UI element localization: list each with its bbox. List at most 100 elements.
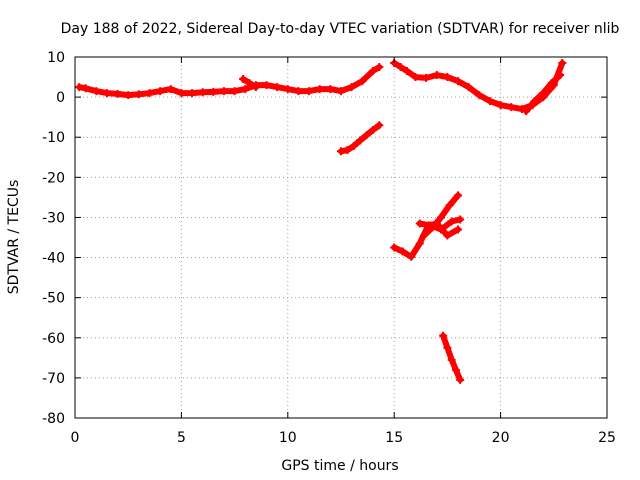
data-point xyxy=(475,91,484,100)
data-point xyxy=(496,101,505,110)
data-point xyxy=(451,365,460,374)
series-baseline-arc xyxy=(75,63,384,100)
series-arc-16-18h-high xyxy=(419,191,463,240)
data-point xyxy=(294,87,303,96)
series-arc-12-14h xyxy=(337,121,384,156)
data-point xyxy=(415,239,424,248)
data-point xyxy=(177,89,186,98)
data-point xyxy=(134,90,143,99)
data-point xyxy=(368,126,377,135)
data-point xyxy=(198,88,207,97)
data-point xyxy=(124,91,133,100)
data-point xyxy=(507,103,516,112)
data-point xyxy=(337,87,345,96)
data-point xyxy=(356,136,365,145)
y-tick-label: 0 xyxy=(56,90,65,106)
data-point xyxy=(375,63,384,72)
data-point xyxy=(485,97,494,106)
data-point xyxy=(432,71,441,80)
data-point xyxy=(283,85,292,94)
x-tick-label: 20 xyxy=(492,430,510,446)
data-point xyxy=(396,63,405,72)
data-point xyxy=(445,201,454,210)
data-point xyxy=(209,87,218,96)
data-point xyxy=(422,73,431,82)
data-point xyxy=(437,213,446,222)
data-point xyxy=(145,89,154,98)
y-tick-label: -50 xyxy=(42,291,65,307)
y-tick-label: -30 xyxy=(42,210,65,226)
data-point xyxy=(415,219,424,228)
data-layer xyxy=(75,59,567,384)
x-axis-label: GPS time / hours xyxy=(281,458,398,474)
data-point xyxy=(326,85,335,94)
y-tick-label: -70 xyxy=(42,371,65,387)
data-point xyxy=(398,247,407,256)
data-point xyxy=(443,343,452,352)
data-point xyxy=(556,71,565,80)
data-point xyxy=(530,97,539,106)
data-point xyxy=(443,231,452,240)
data-point xyxy=(349,142,358,151)
data-point xyxy=(419,231,428,240)
data-point xyxy=(75,83,84,92)
data-point xyxy=(437,225,446,234)
data-point xyxy=(454,191,463,200)
data-point xyxy=(390,243,399,252)
data-point xyxy=(156,87,165,96)
y-tick-label: -80 xyxy=(42,411,65,427)
series-arc-21-23h-upper xyxy=(522,71,565,116)
grid xyxy=(75,57,607,418)
data-point xyxy=(92,87,101,96)
data-point xyxy=(368,67,377,76)
data-point xyxy=(347,83,356,92)
data-point xyxy=(411,73,420,82)
data-point xyxy=(428,223,437,232)
data-point xyxy=(447,217,456,226)
data-point xyxy=(241,85,250,94)
data-point xyxy=(262,81,271,90)
data-point xyxy=(456,215,465,224)
data-point xyxy=(454,77,463,86)
data-point xyxy=(81,84,90,93)
data-point xyxy=(337,147,345,156)
data-point xyxy=(113,89,122,98)
data-point xyxy=(443,73,452,82)
data-point xyxy=(402,67,411,76)
data-point xyxy=(230,87,239,96)
data-point xyxy=(456,375,465,384)
data-point xyxy=(464,83,473,92)
data-point xyxy=(102,89,111,98)
data-point xyxy=(166,85,175,94)
y-tick-label: -40 xyxy=(42,251,65,267)
data-point xyxy=(407,252,416,261)
data-point xyxy=(239,75,248,84)
data-point xyxy=(547,79,556,88)
axes: 0 5 10 15 20 25 -80 -70 -60 -50 -40 -30 -20 -10 0 10 xyxy=(42,50,616,446)
data-point xyxy=(343,146,352,155)
data-point xyxy=(375,121,384,130)
x-tick-label: 5 xyxy=(177,430,186,446)
x-tick-label: 10 xyxy=(279,430,297,446)
data-point xyxy=(362,131,371,140)
y-axis-label: SDTVAR / TECUs xyxy=(6,180,22,295)
x-tick-label: 0 xyxy=(71,430,80,446)
x-tick-label: 15 xyxy=(385,430,403,446)
series-spike-arc-12h xyxy=(239,75,260,92)
data-point xyxy=(539,89,548,98)
data-point xyxy=(454,225,463,234)
y-tick-label: -10 xyxy=(42,130,65,146)
series-arc-17-18h-drop xyxy=(439,331,465,384)
y-tick-label: 10 xyxy=(47,50,65,66)
data-point xyxy=(305,87,314,96)
data-point xyxy=(522,107,531,116)
plot-frame xyxy=(74,56,608,419)
data-point xyxy=(245,79,254,88)
data-point xyxy=(251,83,260,92)
y-tick-label: -60 xyxy=(42,331,65,347)
y-tick-label: -20 xyxy=(42,170,65,186)
data-point xyxy=(315,85,324,94)
chart-title: Day 188 of 2022, Sidereal Day-to-day VTE… xyxy=(61,21,620,37)
